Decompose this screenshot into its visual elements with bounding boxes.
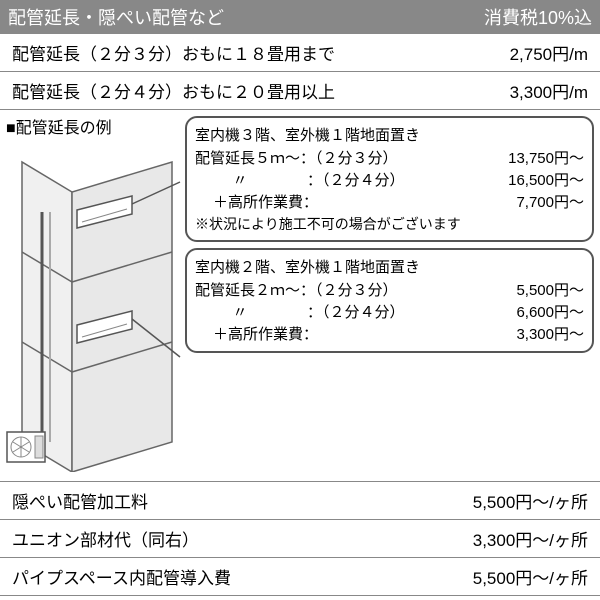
row-price: 3,300円/m	[510, 78, 588, 103]
callout-title: 室内機２階、室外機１階地面置き	[195, 256, 584, 277]
callout-2f: 室内機２階、室外機１階地面置き 配管延長２ｍ～：（２分３分） 5,500円～ 〃…	[185, 248, 594, 353]
callout-line: 配管延長２ｍ～：（２分３分） 5,500円～	[195, 279, 584, 300]
example-right: 室内機３階、室外機１階地面置き 配管延長５ｍ～：（２分３分） 13,750円～ …	[185, 110, 600, 481]
callout-line: 〃：（２分４分） 16,500円～	[195, 169, 584, 190]
callout-line: 配管延長５ｍ～：（２分３分） 13,750円～	[195, 147, 584, 168]
callout-3f: 室内機３階、室外機１階地面置き 配管延長５ｍ～：（２分３分） 13,750円～ …	[185, 116, 594, 242]
callout-line: ＋高所作業費： 3,300円～	[195, 323, 584, 344]
row-label: ユニオン部材代（同右）	[12, 526, 199, 551]
callout-title: 室内機３階、室外機１階地面置き	[195, 124, 584, 145]
row-label: 配管延長（２分４分）おもに２０畳用以上	[12, 78, 335, 103]
row-price: 5,500円～/ヶ所	[473, 564, 588, 589]
callout-line: 〃：（２分４分） 6,600円～	[195, 301, 584, 322]
header-title: 配管延長・隠ぺい配管など	[8, 4, 224, 30]
header-bar: 配管延長・隠ぺい配管など 消費税10%込	[0, 0, 600, 34]
outdoor-unit-icon	[7, 432, 45, 462]
callout-note: ※状況により施工不可の場合がございます	[195, 214, 584, 234]
top-row-1: 配管延長（２分４分）おもに２０畳用以上 3,300円/m	[0, 72, 600, 110]
bottom-row-0: 隠ぺい配管加工料 5,500円～/ヶ所	[0, 482, 600, 520]
row-price: 5,500円～/ヶ所	[473, 488, 588, 513]
row-label: パイプスペース内配管導入費	[12, 564, 231, 589]
header-tax: 消費税10%込	[484, 4, 592, 30]
bottom-row-1: ユニオン部材代（同右） 3,300円～/ヶ所	[0, 520, 600, 558]
row-label: 配管延長（２分３分）おもに１８畳用まで	[12, 40, 335, 65]
callout-line: ＋高所作業費： 7,700円～	[195, 191, 584, 212]
building-diagram	[2, 142, 182, 472]
example-label: ■配管延長の例	[2, 114, 183, 138]
example-section: ■配管延長の例	[0, 110, 600, 482]
example-left: ■配管延長の例	[0, 110, 185, 481]
row-price: 3,300円～/ヶ所	[473, 526, 588, 551]
top-row-0: 配管延長（２分３分）おもに１８畳用まで 2,750円/m	[0, 34, 600, 72]
bottom-row-2: パイプスペース内配管導入費 5,500円～/ヶ所	[0, 558, 600, 596]
row-price: 2,750円/m	[510, 40, 588, 65]
row-label: 隠ぺい配管加工料	[12, 488, 148, 513]
